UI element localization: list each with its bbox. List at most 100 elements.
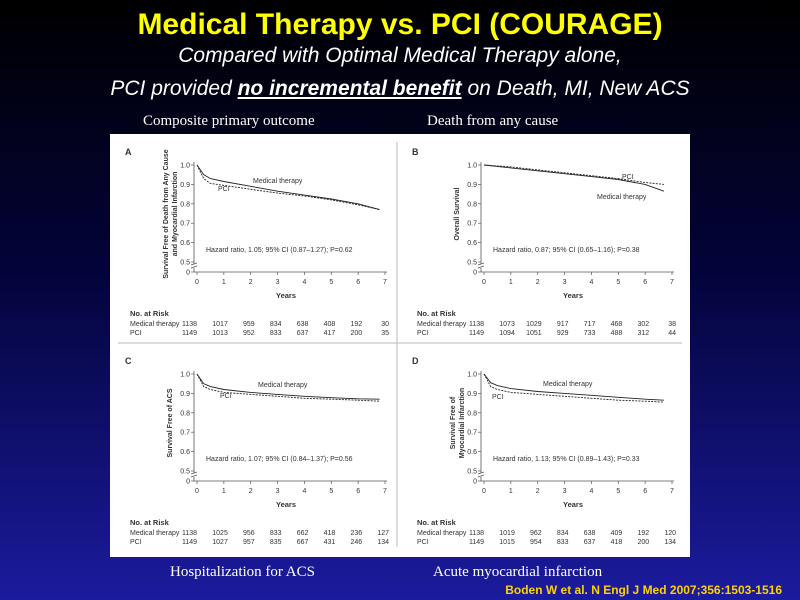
panel-d-risk-header: No. at Risk [417,518,457,527]
panel-d-risk-value: 192 [637,530,649,537]
panel-d-risk-value: 833 [557,539,569,546]
panel-b-xtick-label: 5 [616,279,620,286]
panel-a-risk-value: 638 [297,321,309,328]
panel-b-xtick-label: 1 [509,279,513,286]
panel-c-letter: C [125,356,132,366]
citation: Boden W et al. N Engl J Med 2007;356:150… [505,583,782,597]
panel-d-xtick-label: 1 [509,488,513,495]
panel-d-risk-row-label: Medical therapy [417,530,467,537]
panel-c-risk-row-label: Medical therapy [130,530,180,537]
panel-d-xtick-label: 7 [670,488,674,495]
panel-a-ytick-label: 0.9 [180,182,190,189]
panel-a-ytick-label: 0.8 [180,201,190,208]
panel-a-risk-value: 637 [297,330,309,337]
panel-b-xlabel: Years [563,291,583,300]
panel-c-risk-value: 956 [243,530,255,537]
panel-a-risk-value: 35 [381,330,389,337]
panel-d-series-pci [483,373,664,403]
panel-a-y-axis-break-2 [190,265,198,269]
panel-b-ytick-label: 0.6 [467,240,477,247]
panel-b-risk-value: 733 [584,330,596,337]
panel-a-xtick-label: 2 [249,279,253,286]
panel-a-risk-value: 417 [324,330,336,337]
panel-b-risk-value: 917 [557,321,569,328]
panel-c-risk-row-label: PCI [130,539,142,546]
panel-b-risk-value: 717 [584,321,596,328]
panel-a-xlabel: Years [276,291,296,300]
panel-a-ytick-label: 1.0 [180,163,190,170]
panel-a-xtick-label: 1 [222,279,226,286]
subtitle-emphasis: no incremental benefit [237,77,462,100]
panel-b-risk-value: 488 [611,330,623,337]
panel-d-risk-value: 1019 [499,530,515,537]
subtitle-line-2-post: on Death, MI, New ACS [461,77,690,100]
panel-b-xtick-label: 6 [643,279,647,286]
panel-c-risk-value: 134 [377,539,389,546]
panel-a-ytick-label: 0.7 [180,221,190,228]
panel-a-risk-row-label: Medical therapy [130,321,180,328]
panel-a-xtick-label: 7 [383,279,387,286]
panel-a-risk-value: 834 [270,321,282,328]
panel-c-ylabel: Survival Free of ACS [167,388,174,457]
panel-c-risk-header: No. at Risk [130,518,170,527]
panel-b-hazard-ratio: Hazard ratio, 0.87; 95% CI (0.65–1.16); … [493,247,640,254]
caption-acute-mi: Acute myocardial infarction [433,564,603,580]
panel-b-risk-value: 929 [557,330,569,337]
subtitle-line-1: Compared with Optimal Medical Therapy al… [178,44,622,67]
panel-a-series-label: PCI [218,186,230,193]
panel-a-ylabel: Survival Free of Death from Any Cause [163,149,170,278]
panel-c-series-label: PCI [220,393,232,400]
panel-c-series-pci [196,373,380,402]
panel-a-risk-value: 408 [324,321,336,328]
panel-c-risk-value: 236 [350,530,362,537]
panel-b-xtick-label: 7 [670,279,674,286]
panel-d-ytick-label: 0.9 [467,391,477,398]
panel-c-xlabel: Years [276,500,296,509]
panel-a-ytick-label: 0 [186,270,190,277]
panel-a-risk-value: 1138 [182,321,197,328]
panel-d-ylabel-line2: Myocardial Infarction [459,388,466,458]
panel-b-risk-value: 1073 [499,321,515,328]
panel-c-ytick-label: 0.8 [180,410,190,417]
panel-b-ytick-label: 0 [473,270,477,277]
panel-d-risk-value: 1149 [469,539,484,546]
panel-c-risk-value: 662 [297,530,309,537]
panel-b-series-medical-therapy [483,164,665,192]
panel-d-xtick-label: 4 [589,488,593,495]
caption-death-any-cause: Death from any cause [427,113,559,129]
panel-b-risk-value: 468 [611,321,623,328]
panel-b-letter: B [412,147,419,157]
panel-b-ytick-label: 1.0 [467,163,477,170]
panel-a-risk-value: 952 [243,330,255,337]
panel-c-risk-value: 431 [324,539,336,546]
panel-a-risk-value: 833 [270,330,282,337]
panel-a-risk-value: 200 [350,330,362,337]
panel-d-ytick-label: 0.7 [467,430,477,437]
panel-c-ytick-label: 0.6 [180,449,190,456]
panel-c-xtick-label: 5 [329,488,333,495]
panel-d-risk-value: 134 [664,539,676,546]
panel-b-ytick-label: 0.8 [467,201,477,208]
panel-c-risk-value: 835 [270,539,282,546]
panel-d-risk-value: 962 [530,530,542,537]
panel-a-risk-value: 30 [381,321,389,328]
panel-b-risk-value: 312 [637,330,649,337]
panel-a-xtick-label: 0 [195,279,199,286]
panel-a-hazard-ratio: Hazard ratio, 1.05; 95% CI (0.87–1.27); … [206,247,353,254]
panel-a-ytick-label: 0.6 [180,240,190,247]
panel-a-xtick-label: 4 [302,279,306,286]
panel-d-hazard-ratio: Hazard ratio, 1.13; 95% CI (0.89–1.43); … [493,456,640,463]
panel-d-series-label: Medical therapy [543,381,593,388]
panel-c-ytick-label: 0.9 [180,391,190,398]
panel-d-ytick-label: 0.6 [467,449,477,456]
panel-d-xtick-label: 3 [563,488,567,495]
panel-b-risk-value: 1094 [499,330,515,337]
km-figure: A Survival Free of Death from Any Cause an… [110,134,690,557]
panel-d-risk-value: 1015 [499,539,515,546]
panel-c-series-medical-therapy [196,373,380,400]
panel-b-risk-row-label: PCI [417,330,429,337]
panel-c-risk-value: 418 [324,530,336,537]
panel-c-risk-value: 246 [350,539,362,546]
panel-d-ylabel: Survival Free of [450,396,457,449]
caption-composite-outcome: Composite primary outcome [143,113,315,129]
